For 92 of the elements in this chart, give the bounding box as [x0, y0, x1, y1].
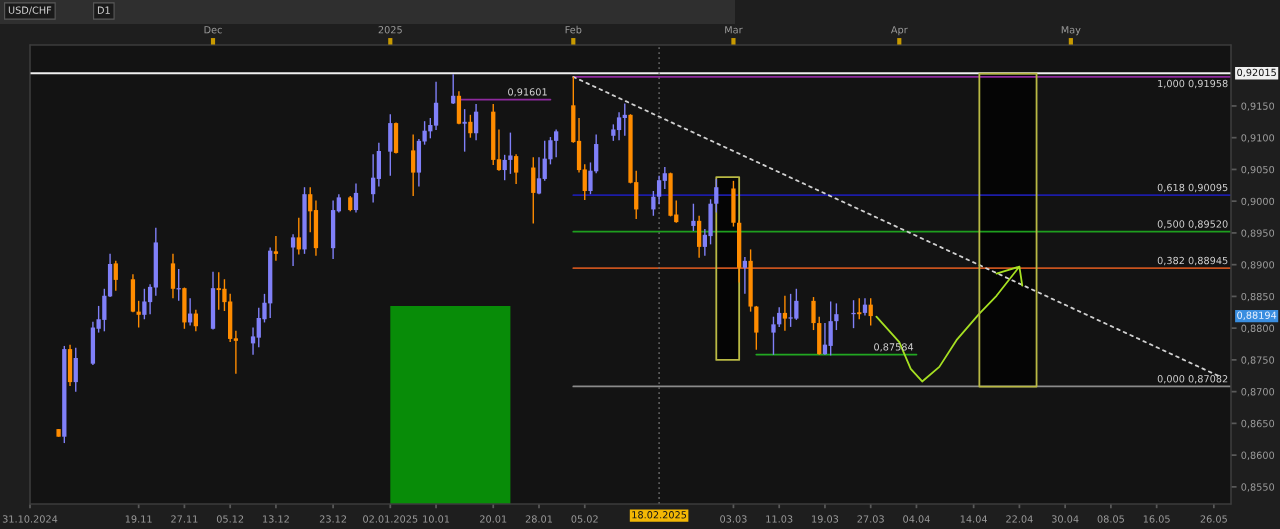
series-label: 0,91601 — [508, 88, 547, 97]
x-tick-label: 05.12 — [216, 515, 244, 523]
x-tick-label: 04.04 — [903, 515, 930, 523]
x-tick-label: 10.01 — [423, 515, 450, 523]
candlestick — [296, 216, 301, 256]
candlestick — [336, 193, 341, 214]
series-label: 0,500 0,89520 — [1157, 220, 1228, 229]
candlestick — [742, 256, 748, 295]
chart-subtitle: D1 — [97, 6, 110, 14]
candlestick — [542, 140, 547, 182]
text: 0,88194 — [1237, 311, 1277, 320]
series-label: 1,000 0,91958 — [1158, 79, 1228, 89]
y-tick-label: 0,8900 — [1241, 261, 1275, 270]
chart-title: USD/CHF — [8, 6, 52, 15]
candlestick — [582, 163, 587, 201]
x-tick-label: 08.05 — [1097, 515, 1124, 523]
candlestick — [473, 103, 479, 141]
x-tick-label: 27.03 — [857, 515, 884, 523]
x-tick-label: 19.11 — [125, 515, 152, 523]
y-tick-label: 0,9100 — [1241, 134, 1275, 143]
series-label: 0,000 0,87082 — [1157, 375, 1228, 384]
ref-line-label: 0,92015 — [1237, 68, 1276, 78]
y-tick-label: 0,9000 — [1241, 197, 1275, 206]
candlestick — [290, 233, 296, 267]
candlestick — [113, 260, 118, 292]
x-tick-label: 26.05 — [1200, 515, 1227, 523]
candlestick — [308, 186, 313, 233]
x-tick-label: 28.01 — [525, 515, 553, 523]
y-tick-label: 0,8800 — [1241, 324, 1275, 333]
x-tick-label: 20.01 — [480, 515, 507, 523]
x-tick-label: 27.11 — [171, 515, 198, 523]
x-tick-label: 31.10.2024 — [2, 515, 58, 523]
candlestick — [502, 154, 507, 181]
y-tick-label: 0,8950 — [1241, 229, 1275, 238]
line-series — [875, 265, 1024, 383]
candlestick — [857, 297, 862, 320]
x-tick-label: 13.12 — [263, 515, 289, 523]
x2-tick-label: Feb — [565, 25, 582, 34]
candlestick — [496, 128, 502, 172]
series-label: 0,382 0,88945 — [1157, 256, 1228, 266]
candlestick — [656, 175, 662, 206]
candlestick — [233, 329, 239, 375]
x2-tick-label: May — [1061, 26, 1081, 36]
y-tick-label: 0,8700 — [1241, 388, 1275, 397]
y-tick-label: 0,8600 — [1241, 451, 1275, 460]
x-tick-label: 03.03 — [720, 515, 747, 523]
candlestick — [868, 297, 873, 327]
y-tick-label: 0,8750 — [1241, 356, 1275, 365]
candlestick — [536, 156, 542, 195]
candlestick — [616, 111, 622, 141]
candlestick — [782, 295, 788, 332]
candlestick — [811, 296, 816, 331]
candlestick — [371, 153, 376, 204]
candlestick — [462, 108, 467, 153]
candlestick — [691, 203, 696, 232]
x-tick-label: 30.04 — [1051, 515, 1079, 523]
candlestick — [588, 161, 593, 195]
x-tick-label: 23.12 — [319, 515, 347, 523]
candlestick — [777, 306, 782, 328]
candlestick — [662, 166, 667, 190]
candlestick — [851, 299, 856, 329]
x-tick-label: 05.02 — [571, 515, 598, 523]
ref-line-label: 18.02.2025 — [632, 511, 687, 519]
x-tick-label: 22.04 — [1006, 515, 1033, 523]
candlestick — [353, 182, 359, 214]
candlestick — [411, 133, 416, 197]
x-tick-label: 14.04 — [960, 515, 988, 523]
x-tick-label: 19.03 — [812, 515, 839, 523]
x2-tick-label: Dec — [204, 26, 222, 34]
candlestick — [468, 114, 473, 139]
candlestick — [771, 316, 776, 356]
candlestick — [433, 81, 439, 131]
candlestick — [651, 190, 656, 217]
candlestick — [834, 302, 839, 331]
candlestick — [273, 235, 279, 262]
candlestick — [513, 153, 519, 185]
y-tick-label: 0,9050 — [1241, 165, 1275, 175]
x-tick-label: 02.01.2025 — [363, 515, 418, 523]
x-tick-label: 16.05 — [1143, 515, 1170, 523]
y-tick-label: 0,8550 — [1241, 483, 1275, 492]
candlestick — [422, 120, 427, 146]
y-tick-label: 0,8650 — [1241, 419, 1275, 429]
candlestick — [714, 178, 719, 214]
x2-tick-label: 2025 — [378, 26, 402, 34]
x2-tick-label: Mar — [725, 26, 743, 34]
x2-tick-label: Apr — [890, 26, 908, 36]
candlestick — [508, 131, 513, 175]
series-label: 0,618 0,90095 — [1157, 183, 1228, 193]
y-tick-label: 0,9150 — [1241, 102, 1275, 111]
y-tick-label: 0,8850 — [1241, 292, 1275, 302]
x-tick-label: 11.03 — [766, 515, 793, 523]
candlestick — [250, 326, 256, 356]
